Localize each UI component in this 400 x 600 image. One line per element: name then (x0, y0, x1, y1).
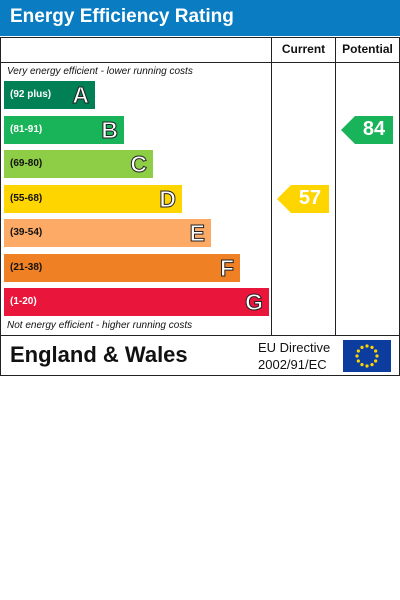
top-note: Very energy efficient - lower running co… (7, 66, 193, 77)
band-letter: A (72, 82, 90, 109)
footer-divider (0, 335, 400, 336)
eu-star-icon (365, 344, 369, 348)
current-column-header: Current (281, 42, 326, 56)
page-title: Energy Efficiency Rating (10, 6, 234, 27)
region-label: England & Wales (10, 342, 188, 367)
current-arrow-shape (277, 185, 329, 213)
eu-star-icon (374, 359, 378, 363)
eu-star-icon (370, 363, 374, 367)
directive-line-1: EU Directive (258, 340, 331, 355)
band-d: (55-68) D (4, 185, 182, 213)
band-letter: G (245, 289, 264, 316)
band-range-label: (92 plus) (10, 89, 52, 100)
band-b: (81-91) B (4, 116, 124, 144)
current-rating-value: 57 (298, 187, 322, 209)
potential-arrow-shape (341, 116, 393, 144)
eu-directive: EU Directive 2002/91/EC (258, 339, 340, 373)
eu-star-icon (375, 354, 379, 358)
header-bar: Energy Efficiency Rating (0, 0, 400, 36)
eu-star-icon (374, 349, 378, 353)
band-range-label: (21-38) (10, 262, 43, 273)
band-range-label: (81-91) (10, 124, 43, 135)
band-letter: D (159, 186, 177, 213)
potential-column-header: Potential (342, 42, 393, 56)
band-letter: B (101, 117, 119, 144)
band-a: (92 plus) A (4, 81, 95, 109)
eu-star-icon (370, 345, 374, 349)
band-f: (21-38) F (4, 254, 240, 282)
band-range-label: (1-20) (10, 296, 37, 307)
potential-rating-value: 84 (362, 118, 386, 140)
band-e: (39-54) E (4, 219, 211, 247)
eu-star-icon (365, 364, 369, 368)
potential-rating-arrow: 84 (341, 116, 393, 144)
potential-divider (335, 37, 336, 335)
eu-flag-icon (343, 340, 391, 372)
directive-line-2: 2002/91/EC (258, 357, 327, 372)
band-range-label: (55-68) (10, 193, 43, 204)
current-rating-arrow: 57 (277, 185, 329, 213)
eu-star-icon (356, 349, 360, 353)
band-range-label: (69-80) (10, 158, 43, 169)
eu-star-icon (360, 363, 364, 367)
eu-star-icon (355, 354, 359, 358)
eu-star-icon (356, 359, 360, 363)
band-letter: F (219, 255, 234, 282)
bottom-note: Not energy efficient - higher running co… (7, 320, 193, 331)
header-divider (0, 62, 400, 63)
band-letter: C (130, 151, 148, 178)
band-range-label: (39-54) (10, 227, 43, 238)
current-divider (271, 37, 272, 335)
eu-stars-icon (355, 344, 379, 368)
band-c: (69-80) C (4, 150, 153, 178)
band-g: (1-20) G (4, 288, 269, 316)
band-letter: E (189, 220, 205, 247)
eu-star-icon (360, 345, 364, 349)
